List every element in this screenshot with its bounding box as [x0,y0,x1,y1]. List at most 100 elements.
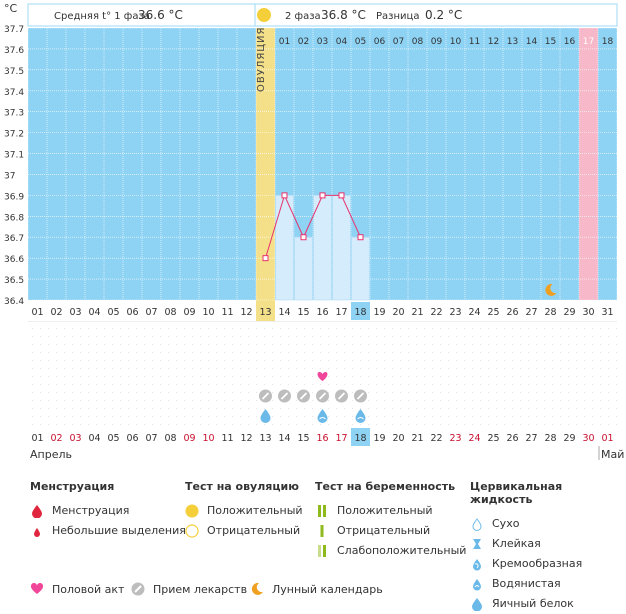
bottom-day-label: 08 [164,433,176,444]
calendar-day-label: 31 [601,307,613,318]
cycle-day-label: 07 [393,37,404,47]
calendar-day-label: 10 [202,307,214,318]
temperature-point [300,234,307,241]
bottom-day-label: 26 [506,433,518,444]
legend-ovulation-test: Тест на овуляцию Положительный Отрицател… [185,480,303,541]
legend-row: Отрицательный [315,521,466,541]
today-marker [351,302,370,320]
bottom-day-label: 22 [430,433,442,444]
y-tick-label: 36.7 [4,234,24,244]
cycle-day-label: 11 [469,37,480,47]
watery-drop-detail [319,417,326,420]
heart-icon [317,372,328,381]
y-tick-label: 37.2 [4,130,24,140]
bottom-day-label: 28 [544,433,556,444]
egg-white-drop-icon [260,409,271,423]
diff-label: Разница [376,11,419,22]
temperature-point [262,255,269,262]
pill-icon-stripe [337,392,346,400]
cycle-day-label: 14 [526,37,538,47]
diff-value: 0.2 °C [425,8,462,22]
legend-item-label: Яичный белок [492,597,574,610]
pill-icon-stripe [280,392,289,400]
cycle-day-label: 15 [545,37,556,47]
bottom-day-label: 09 [183,433,195,444]
legend-medication: Прием лекарств [131,582,247,596]
cycle-day-label: 03 [317,37,328,47]
blood-drop-icon [32,505,42,518]
watery-drop-icon [473,579,481,591]
y-tick-label: 36.9 [4,192,24,202]
bottom-day-label: 30 [582,433,594,444]
calendar-day-label: 18 [354,307,366,318]
bottom-day-label: 20 [392,433,404,444]
bottom-day-label: 12 [240,433,252,444]
moon-icon [251,582,263,595]
legend-item-label: Менструация [52,504,130,517]
header-bar [27,3,618,27]
watery-drop-detail [357,417,364,420]
unit-label: °C [4,2,18,15]
phase2-value: 36.8 °C [321,8,366,22]
y-tick-label: 37.4 [4,88,24,98]
cycle-day-label: 10 [450,37,462,47]
calendar-day-label: 02 [50,307,62,318]
legend-row: Небольшие выделения [30,521,186,541]
ovulation-column-top [256,28,275,300]
legend-row: Сухо [470,514,626,534]
temperature-bar [294,236,313,301]
bottom-day-label: 24 [468,433,480,444]
legend-row: Водянистая [470,574,626,594]
bottom-day-label: 05 [107,433,119,444]
legend: Менструация Менструация Небольшие выделе… [0,470,626,611]
phase1-value: 36.6 °C [138,8,183,22]
legend-item-label: Лунный календарь [272,582,383,596]
temperature-point [319,192,326,199]
calendar-day-label: 19 [373,307,385,318]
pregnancy-weak-icon [318,545,326,557]
ovulation-vertical-label: ОВУЛЯЦИЯ [256,27,267,93]
calendar-day-label: 17 [335,307,347,318]
cycle-day-label: 02 [298,37,309,47]
pill-icon-stripe [299,392,308,400]
watery-drop-icon [355,409,366,423]
dry-drop-icon [472,518,482,531]
y-tick-label: 37.1 [4,151,24,161]
legend-item-label: Отрицательный [337,524,431,537]
calendar-day-label: 04 [88,307,100,318]
legend-item-label: Кремообразная [492,557,583,570]
bottom-day-label: 11 [221,433,233,444]
legend-item-label: Прием лекарств [153,582,248,596]
legend-cervical-fluid: Цервикальная жидкость Сухо Клейкая Кремо… [470,480,626,614]
pregnancy-negative-icon [320,525,324,537]
legend-pregnancy-title: Тест на беременность [315,480,456,493]
legend-item-label: Положительный [337,504,433,517]
bottom-day-label: 03 [69,433,81,444]
phase1-label: Средняя t° 1 фаза [54,11,150,22]
cycle-day-label: 01 [279,37,290,47]
bottom-day-label: 19 [373,433,385,444]
ovulation-positive-icon [185,504,199,518]
bottom-day-label: 01 [601,433,613,444]
cycle-day-label: 12 [488,37,499,47]
calendar-day-label: 12 [240,307,252,318]
legend-item-label: Слабоположительный [337,544,467,557]
calendar-day-label: 01 [31,307,43,318]
bottom-day-label: 10 [202,433,214,444]
legend-row: Слабоположительный [315,541,466,561]
calendar-day-label: 08 [164,307,176,318]
calendar-day-label: 05 [107,307,119,318]
calendar-day-label: 15 [297,307,309,318]
legend-item-label: Сухо [492,517,520,530]
temperature-bar [351,236,370,301]
cycle-day-label: 09 [431,37,443,47]
legend-row: Положительный [315,501,466,521]
legend-menstruation-title: Менструация [30,480,115,493]
cycle-day-label: 13 [507,37,518,47]
month-end-label: Май [601,448,624,461]
cycle-chart: Средняя t° 1 фаза 36.6 °C 2 фаза 36.8 °C… [4,2,624,461]
bottom-day-label: 27 [525,433,537,444]
bottom-day-label: 04 [88,433,100,444]
pill-icon-stripe [318,392,327,400]
y-tick-label: 37.3 [4,109,24,119]
